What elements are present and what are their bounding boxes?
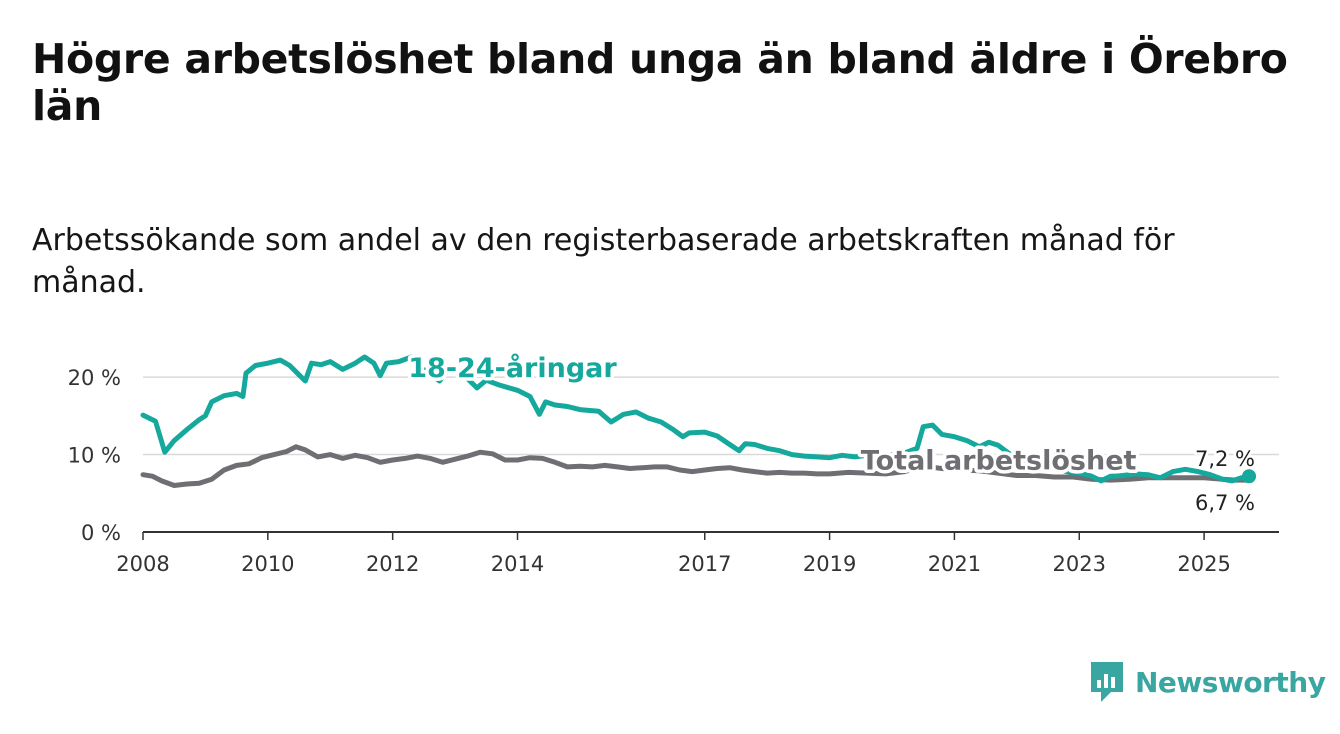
x-tick-label: 2014 bbox=[491, 552, 544, 576]
x-tick-label: 2023 bbox=[1053, 552, 1106, 576]
series-label-total: Total arbetslöshet bbox=[861, 445, 1137, 476]
x-tick-label: 2019 bbox=[803, 552, 856, 576]
newsworthy-icon bbox=[1091, 662, 1123, 702]
y-tick-label: 20 % bbox=[68, 366, 121, 390]
end-value-label-total: 6,7 % bbox=[1195, 491, 1255, 515]
x-tick-label: 2017 bbox=[678, 552, 731, 576]
end-value-label-youth: 7,2 % bbox=[1195, 447, 1255, 471]
x-tick-label: 2008 bbox=[116, 552, 169, 576]
y-tick-label: 10 % bbox=[68, 444, 121, 468]
chart-subtitle: Arbetssökande som andel av den registerb… bbox=[32, 223, 1175, 300]
brand-name: Newsworthy bbox=[1135, 665, 1326, 699]
x-tick-label: 2025 bbox=[1177, 552, 1230, 576]
brand-logo: Newsworthy bbox=[1089, 660, 1326, 704]
series-label-youth: 18-24-åringar bbox=[408, 352, 617, 384]
x-tick-label: 2010 bbox=[241, 552, 294, 576]
series-line-total bbox=[140, 444, 1252, 488]
x-tick-label: 2012 bbox=[366, 552, 419, 576]
series-line-youth bbox=[140, 354, 1252, 484]
x-tick-label: 2021 bbox=[928, 552, 981, 576]
series-end-marker bbox=[1242, 469, 1257, 484]
y-tick-label: 0 % bbox=[81, 521, 121, 545]
chart-title: Högre arbetslöshet bland unga än bland ä… bbox=[32, 35, 1288, 130]
